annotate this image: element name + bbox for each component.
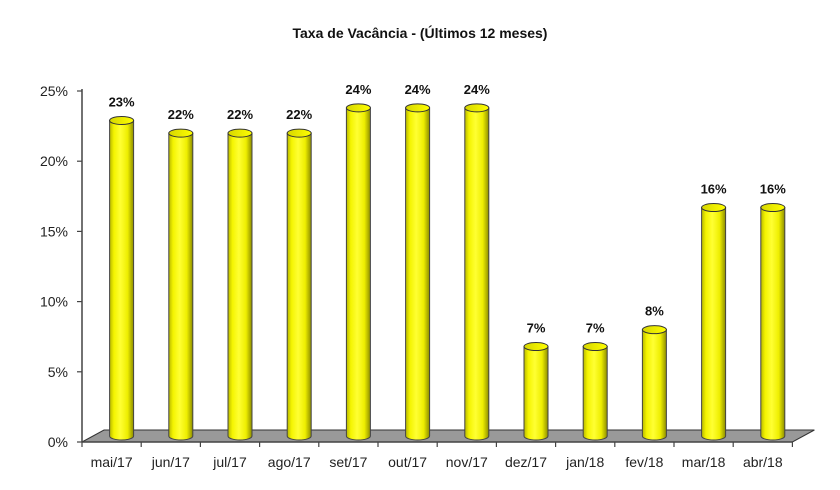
x-tick-label: ago/17 bbox=[268, 454, 311, 470]
y-tick-label: 0% bbox=[48, 434, 68, 450]
bar: 22% bbox=[227, 107, 253, 441]
x-tick-label: out/17 bbox=[388, 454, 427, 470]
data-label: 7% bbox=[527, 321, 546, 336]
data-label: 24% bbox=[464, 82, 490, 97]
data-label: 16% bbox=[760, 182, 786, 197]
bar: 8% bbox=[641, 304, 667, 441]
bar: 24% bbox=[345, 82, 372, 441]
data-label: 22% bbox=[168, 107, 194, 122]
x-tick-label: nov/17 bbox=[446, 454, 488, 470]
x-tick-label: abr/18 bbox=[743, 454, 783, 470]
bar: 7% bbox=[523, 321, 549, 441]
y-tick-label: 5% bbox=[48, 364, 68, 380]
data-label: 23% bbox=[109, 94, 135, 109]
bar-series: 23% 22% 22% 22% 24% 24% 24% 7% 7% 8% 16% 16% bbox=[109, 82, 786, 441]
y-tick-label: 10% bbox=[40, 294, 68, 310]
bar: 22% bbox=[286, 107, 313, 441]
data-label: 22% bbox=[227, 107, 253, 122]
bar: 7% bbox=[582, 321, 608, 441]
x-tick-label: fev/18 bbox=[625, 454, 663, 470]
x-tick-label: set/17 bbox=[329, 454, 367, 470]
y-tick-label: 15% bbox=[40, 223, 68, 239]
data-label: 24% bbox=[345, 82, 371, 97]
data-label: 7% bbox=[586, 321, 605, 336]
category-axis: mai/17 jun/17 jul/17 ago/17 set/17 out/17 nov/… bbox=[91, 454, 783, 470]
bar: 24% bbox=[464, 82, 490, 441]
y-axis: 0% 5% 10% 15% 20% 25% bbox=[40, 83, 794, 450]
bar: 16% bbox=[701, 182, 727, 441]
bar: 22% bbox=[168, 107, 194, 441]
x-tick-label: mar/18 bbox=[682, 454, 726, 470]
x-tick-label: jul/17 bbox=[212, 454, 247, 470]
data-label: 22% bbox=[286, 107, 312, 122]
x-tick-label: mai/17 bbox=[91, 454, 133, 470]
y-tick-label: 25% bbox=[40, 83, 68, 99]
x-tick-label: jun/17 bbox=[151, 454, 190, 470]
x-tick-label: dez/17 bbox=[505, 454, 547, 470]
chart-title: Taxa de Vacância - (Últimos 12 meses) bbox=[292, 25, 548, 41]
bar: 23% bbox=[109, 94, 135, 441]
bar: 16% bbox=[760, 182, 786, 441]
data-label: 8% bbox=[645, 304, 664, 319]
x-tick-label: jan/18 bbox=[565, 454, 604, 470]
data-label: 24% bbox=[405, 82, 431, 97]
bar: 24% bbox=[405, 82, 431, 441]
data-label: 16% bbox=[701, 182, 727, 197]
y-tick-label: 20% bbox=[40, 153, 68, 169]
